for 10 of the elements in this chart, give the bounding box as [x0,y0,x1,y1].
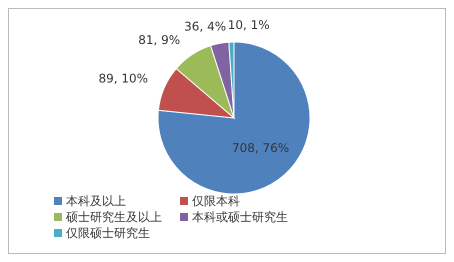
legend-label: 本科及以上 [65,193,127,209]
data-label: 36, 4% [184,20,226,34]
legend-label: 硕士研究生及以上 [65,209,163,225]
legend-label: 仅限本科 [191,193,241,209]
data-label: 10, 1% [228,18,270,32]
data-label: 89, 10% [98,71,148,86]
data-label: 708, 76% [232,140,290,155]
legend-label: 仅限硕士研究生 [65,225,151,241]
legend-label: 本科或硕士研究生 [191,209,289,225]
data-label: 81, 9% [138,32,180,47]
